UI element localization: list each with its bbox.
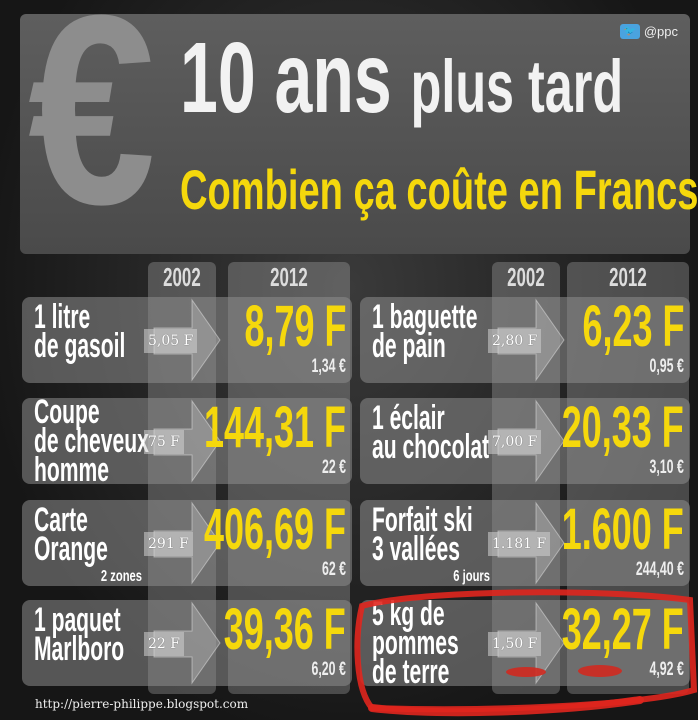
twitter-bird-icon: 🐦 [619, 24, 640, 39]
item-label-line: 1 litre [34, 298, 91, 336]
column-header-2012: 2012 [609, 262, 647, 292]
price-row: 1 paquet Marlboro 22 F 39,36 F 6,20 € [22, 600, 352, 686]
price-2012-francs: 20,33 F [562, 395, 684, 460]
price-row: Forfait ski 3 vallées 6 jours 1.181 F 1.6… [360, 500, 690, 586]
item-label-line: 3 vallées [372, 530, 460, 568]
item-label-line: Marlboro [34, 630, 125, 668]
price-2012-euros: 3,10 € [649, 457, 684, 478]
item-label-line: 1 baguette [372, 298, 478, 336]
item-label: 1 paquet Marlboro [34, 601, 179, 668]
item-label-line: Forfait ski [372, 501, 473, 539]
item-label: Carte Orange [34, 501, 153, 568]
price-row: 1 litre de gasoil 5,05 F 8,79 F 1,34 € [22, 297, 352, 383]
price-2012-francs: 144,31 F [204, 395, 346, 460]
subtitle: Combien ça coûte en Francs ? [180, 158, 698, 221]
price-2002: 7,00 F [488, 430, 542, 454]
price-2012-francs: 32,27 F [562, 597, 684, 662]
twitter-credit[interactable]: 🐦 @ppc [619, 24, 678, 39]
title-small: plus tard [410, 45, 624, 128]
arrow-right-icon [153, 601, 221, 685]
item-note: 2 zones [100, 568, 142, 585]
item-label-line: de pain [372, 327, 446, 365]
price-2012-francs: 1.600 F [562, 497, 684, 562]
price-2012-francs: 406,69 F [204, 497, 346, 562]
item-label: Forfait ski 3 vallées [372, 501, 534, 568]
price-row: Carte Orange 2 zones 291 F 406,69 F 62 € [22, 500, 352, 586]
price-2012-euros: 1,34 € [311, 356, 346, 377]
item-note: 6 jours [453, 568, 490, 585]
price-2012-francs: 8,79 F [244, 294, 346, 359]
item-label-line: 1 paquet [34, 601, 121, 639]
price-2002: 2,80 F [488, 329, 542, 353]
column-header-2012: 2012 [270, 262, 308, 292]
item-label-line: Orange [34, 530, 108, 568]
arrow-right-icon [153, 399, 221, 483]
item-label: Coupe de cheveux homme [34, 393, 219, 489]
price-2002: 1.181 F [488, 532, 551, 556]
price-row: 5 kg de pommes de terre 1,50 F 32,27 F 4,9… [360, 597, 690, 691]
price-2002: 75 F [144, 430, 184, 454]
item-label: 1 baguette de pain [372, 298, 542, 365]
item-label-line: au chocolat [372, 428, 490, 466]
item-label: 1 éclair au chocolat [372, 399, 561, 466]
item-label-line: homme [34, 451, 109, 489]
column-header-2002: 2002 [163, 262, 201, 292]
price-2012-euros: 62 € [321, 559, 346, 580]
price-2012-francs: 6,23 F [582, 294, 684, 359]
price-2012-euros: 4,92 € [649, 659, 684, 680]
item-label-line: de gasoil [34, 327, 126, 365]
item-label-line: Carte [34, 501, 88, 539]
price-2012-euros: 22 € [321, 457, 346, 478]
price-2012-francs: 39,36 F [224, 597, 346, 662]
item-label-line: Coupe [34, 393, 100, 431]
item-label-line: de cheveux [34, 422, 149, 460]
price-2012-euros: 0,95 € [649, 356, 684, 377]
source-url[interactable]: http://pierre-philippe.blogspot.com [35, 697, 249, 711]
price-2002: 291 F [144, 532, 193, 556]
price-row: 1 éclair au chocolat 7,00 F 20,33 F 3,10 … [360, 398, 690, 484]
header-panel: € 10 ans plus tard Combien ça coûte en F… [20, 0, 698, 254]
item-label-line: de terre [372, 653, 450, 691]
title-big: 10 ans [180, 22, 392, 134]
price-row: Coupe de cheveux homme 75 F 144,31 F 22 € [22, 393, 352, 489]
item-label-line: 1 éclair [372, 399, 445, 437]
price-2002: 5,05 F [144, 329, 198, 353]
price-2012-euros: 244,40 € [635, 559, 684, 580]
price-2002: 22 F [144, 632, 184, 656]
title: 10 ans plus tard [180, 28, 698, 128]
column-header-2002: 2002 [507, 262, 545, 292]
item-label: 1 litre de gasoil [34, 298, 181, 365]
euro-icon: € [28, 0, 156, 261]
price-row: 1 baguette de pain 2,80 F 6,23 F 0,95 € [360, 297, 690, 383]
price-2012-euros: 6,20 € [311, 659, 346, 680]
